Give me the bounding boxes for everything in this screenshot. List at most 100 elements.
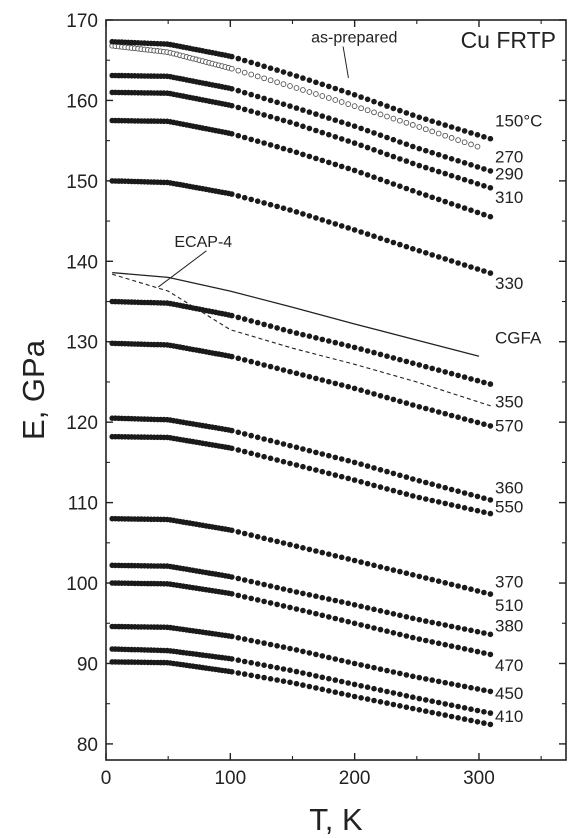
data-point [384, 700, 390, 706]
data-point [461, 262, 468, 268]
series-label: 570 [495, 416, 523, 435]
data-point [455, 260, 461, 266]
data-point [358, 559, 364, 565]
data-point [326, 675, 332, 682]
data-point [371, 130, 377, 136]
data-point [306, 650, 313, 656]
data-point [241, 431, 248, 437]
data-point [461, 374, 468, 380]
data-point [461, 490, 468, 496]
data-point [423, 676, 429, 682]
data-point [358, 695, 364, 701]
data-point [487, 270, 494, 276]
data-point [429, 365, 436, 372]
data-point [377, 393, 384, 399]
data-point [442, 712, 449, 718]
data-point [384, 103, 390, 109]
data-point [338, 163, 345, 170]
data-point [422, 126, 429, 133]
data-point [416, 674, 423, 681]
data-point [455, 644, 461, 651]
data-point [326, 115, 332, 121]
data-point [429, 118, 436, 124]
data-point [313, 155, 319, 162]
data-point [332, 97, 339, 103]
data-point [345, 600, 352, 607]
data-point [287, 645, 293, 652]
data-point [481, 211, 487, 218]
data-point [371, 147, 377, 153]
data-point [448, 713, 455, 720]
data-point [300, 151, 306, 158]
data-point [461, 205, 468, 211]
x-tick-label: 200 [339, 768, 371, 789]
data-point [390, 630, 397, 636]
data-point [390, 567, 397, 573]
data-point [229, 656, 235, 662]
data-point [390, 105, 397, 112]
y-tick-label: 150 [66, 172, 98, 193]
data-point [403, 704, 410, 710]
data-point [474, 707, 481, 714]
data-point [481, 495, 487, 502]
series-label: 510 [495, 596, 523, 615]
data-point [442, 132, 449, 139]
data-point [300, 123, 306, 130]
data-point [442, 410, 449, 417]
data-point [338, 382, 345, 388]
data-point [351, 693, 358, 700]
data-point [345, 680, 352, 686]
data-point [423, 479, 429, 486]
data-point [235, 670, 242, 676]
data-point [351, 227, 358, 233]
data-point [390, 115, 397, 122]
data-point [293, 209, 300, 215]
data-point [313, 685, 319, 691]
data-point [313, 610, 319, 617]
data-point [306, 77, 313, 83]
data-point [280, 458, 287, 465]
plot-frame [105, 19, 567, 761]
data-point [423, 496, 429, 502]
data-point [332, 656, 339, 662]
data-point [261, 598, 267, 605]
data-point [235, 193, 242, 199]
data-point [338, 657, 345, 664]
data-point [364, 348, 371, 354]
data-point [287, 667, 293, 673]
data-point [248, 136, 254, 143]
data-point [435, 254, 442, 260]
data-point [377, 132, 384, 138]
data-point [338, 119, 345, 125]
data-point [377, 235, 384, 242]
data-point [319, 686, 326, 693]
data-point [384, 178, 390, 185]
x-axis-title: T, K [309, 802, 363, 837]
data-point [338, 87, 345, 94]
data-point [397, 568, 403, 575]
data-point [442, 369, 449, 375]
data-point [306, 465, 313, 472]
data-point [248, 358, 254, 365]
data-point [377, 608, 384, 614]
data-point [332, 472, 339, 478]
data-point [397, 670, 403, 677]
data-point [235, 575, 242, 582]
data-point [300, 446, 306, 452]
data-point [332, 454, 339, 461]
data-point [254, 673, 261, 680]
data-point [248, 432, 254, 439]
data-point [474, 132, 481, 138]
data-point [332, 689, 339, 695]
data-point [351, 660, 358, 667]
data-point [274, 67, 280, 73]
data-point [455, 703, 461, 710]
data-point [448, 370, 455, 377]
data-point [293, 668, 300, 675]
data-point [416, 404, 423, 410]
data-point [300, 331, 306, 338]
data-point [403, 110, 410, 116]
data-point [261, 200, 267, 206]
data-point [377, 467, 384, 473]
data-point [274, 365, 280, 372]
